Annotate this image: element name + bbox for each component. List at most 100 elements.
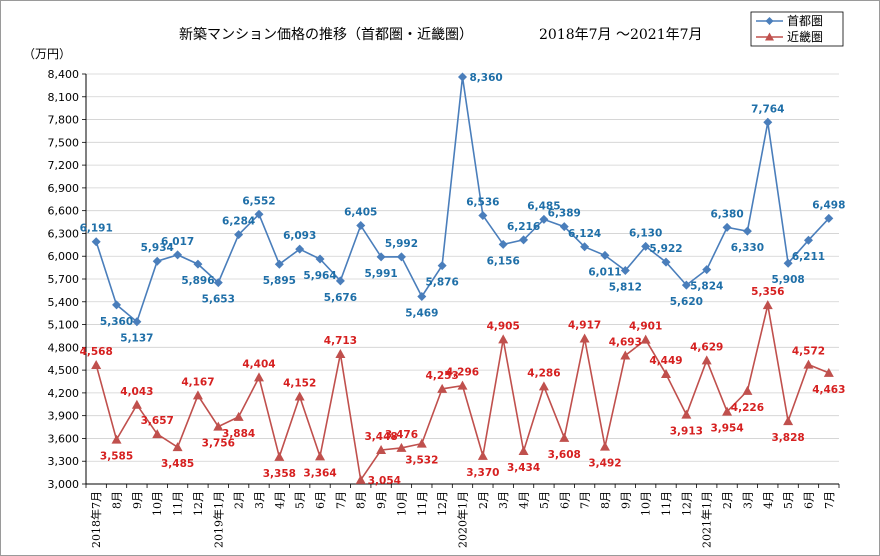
data-label: 6,284 — [222, 216, 255, 228]
data-label: 4,917 — [568, 319, 601, 331]
x-tick-label: 7月 — [334, 491, 347, 509]
data-label: 3,585 — [100, 451, 133, 463]
data-point — [661, 368, 672, 378]
data-point — [213, 421, 224, 431]
data-point — [579, 333, 590, 343]
data-label: 5,360 — [100, 316, 133, 328]
x-tick-label: 2月 — [477, 491, 490, 509]
data-label: 5,896 — [181, 275, 214, 287]
data-label: 4,901 — [629, 321, 662, 333]
data-point — [824, 213, 834, 223]
x-tick-label: 2020年1月 — [456, 491, 470, 548]
data-label: 6,130 — [629, 227, 662, 239]
data-point — [437, 261, 447, 271]
data-point — [600, 250, 610, 260]
data-point — [763, 117, 773, 127]
data-label: 6,552 — [242, 195, 275, 207]
data-point — [518, 446, 529, 456]
series-kinki: 4,568 3,585 4,043 3,657 3,485 4,167 3,7563,884… — [80, 286, 846, 487]
x-tick-label: 2021年1月 — [700, 491, 714, 548]
data-label: 6,211 — [792, 251, 825, 263]
x-tick-label: 2月 — [233, 491, 246, 509]
data-point — [681, 280, 691, 290]
data-label: 4,463 — [812, 384, 845, 396]
data-point — [132, 317, 142, 327]
data-point — [498, 239, 508, 249]
data-point — [315, 451, 326, 461]
data-label: 4,226 — [731, 402, 764, 414]
data-label: 5,895 — [263, 275, 296, 287]
data-label: 4,905 — [487, 320, 520, 332]
x-tick-label: 8月 — [599, 491, 612, 509]
data-label: 6,536 — [466, 197, 499, 209]
data-point — [559, 222, 569, 232]
data-label: 4,449 — [649, 355, 682, 367]
data-point — [131, 399, 142, 409]
data-point — [498, 334, 509, 344]
y-tick-label: 8,100 — [48, 91, 80, 104]
y-tick-label: 4,200 — [48, 387, 80, 400]
x-tick-label: 3月 — [741, 491, 754, 509]
data-point — [173, 250, 183, 260]
data-label: 4,693 — [609, 336, 642, 348]
data-label: 4,253 — [426, 370, 459, 382]
data-point — [254, 209, 264, 219]
y-tick-label: 5,400 — [48, 296, 80, 309]
data-point — [519, 235, 529, 245]
data-point — [478, 211, 488, 221]
y-tick-label: 5,700 — [48, 273, 80, 286]
data-point — [599, 441, 610, 451]
data-label: 6,156 — [487, 255, 520, 267]
y-tick-labels: 3,000 3,300 3,600 3,900 4,200 4,500 4,800 5,100… — [48, 68, 80, 491]
data-label: 5,620 — [670, 296, 703, 308]
data-label: 5,676 — [324, 292, 357, 304]
x-tick-label: 4月 — [518, 491, 531, 509]
data-label: 6,191 — [80, 223, 113, 235]
data-point — [762, 300, 773, 310]
data-point — [356, 220, 366, 230]
data-label: 6,093 — [283, 230, 316, 242]
data-point — [396, 252, 406, 262]
data-label: 5,824 — [690, 281, 723, 293]
data-point — [91, 359, 102, 369]
x-tick-labels: 2018年7月 8月 9月 10月 11月 12月 2019年1月 2月 3月 4月 5月 6月 7月 8… — [89, 491, 836, 548]
data-label: 5,812 — [609, 281, 642, 293]
y-tick-label: 3,900 — [48, 410, 80, 423]
axes — [82, 73, 840, 488]
y-tick-label: 3,600 — [48, 432, 80, 445]
data-point — [172, 442, 183, 452]
data-point — [559, 432, 570, 442]
data-point — [437, 383, 448, 393]
legend-marker-kinki — [765, 32, 774, 41]
data-point — [112, 300, 122, 310]
x-tick-label: 10月 — [395, 491, 408, 516]
data-label: 3,434 — [507, 462, 540, 474]
legend-label-kinki: 近畿圏 — [787, 30, 823, 44]
x-tick-label: 11月 — [660, 491, 673, 516]
data-point — [295, 244, 305, 254]
x-tick-label: 11月 — [172, 491, 185, 516]
x-tick-label: 2019年1月 — [211, 491, 225, 548]
data-label: 4,296 — [446, 367, 479, 379]
data-point — [539, 214, 549, 224]
data-label: 6,216 — [507, 221, 540, 233]
y-tick-label: 4,800 — [48, 341, 80, 354]
data-point — [274, 259, 284, 269]
data-point — [701, 355, 712, 365]
x-tick-label: 5月 — [294, 491, 307, 509]
x-tick-label: 12月 — [436, 491, 449, 516]
data-label: 6,498 — [812, 199, 845, 211]
data-label: 3,884 — [222, 428, 255, 440]
data-point — [417, 292, 427, 302]
data-point — [315, 254, 325, 264]
x-tick-label: 12月 — [192, 491, 205, 516]
data-point — [355, 474, 366, 484]
y-tick-label: 8,400 — [48, 68, 80, 81]
data-point — [702, 265, 712, 275]
data-label: 6,485 — [527, 200, 560, 212]
data-point — [376, 444, 387, 454]
data-label: 3,954 — [710, 423, 743, 435]
data-label: 5,934 — [141, 242, 174, 254]
